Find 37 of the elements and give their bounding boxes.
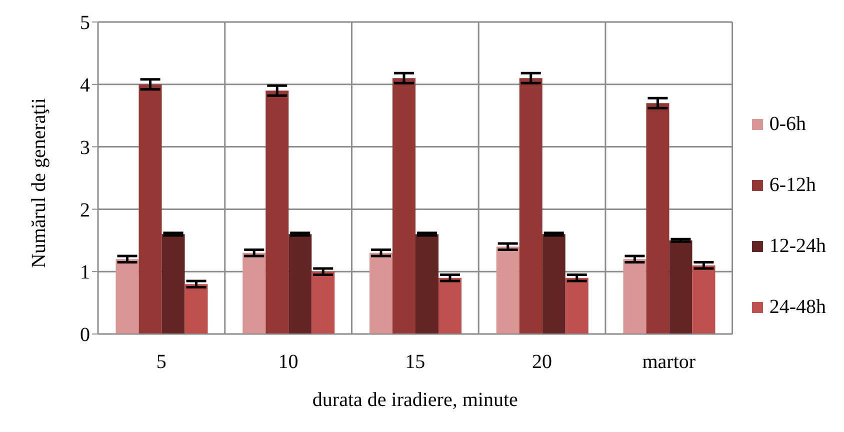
y-tick-label: 0 <box>80 324 90 346</box>
bar <box>312 272 335 334</box>
bar <box>392 78 416 334</box>
bar <box>646 103 670 334</box>
y-tick-label: 1 <box>80 262 90 284</box>
y-tick-label: 5 <box>80 12 90 34</box>
bar <box>565 278 588 334</box>
x-tick-label: 20 <box>532 351 552 374</box>
legend-label: 24-48h <box>769 296 826 319</box>
bar <box>519 78 542 334</box>
bar <box>288 234 312 334</box>
legend-label: 6-12h <box>769 174 816 197</box>
bar <box>415 234 438 334</box>
bar <box>496 246 520 334</box>
x-axis-title: durata de iradiere, minute <box>312 389 518 411</box>
bar <box>242 252 266 334</box>
bar <box>669 240 692 334</box>
bar <box>542 234 566 334</box>
bar <box>623 259 646 334</box>
bar <box>116 259 139 334</box>
y-tick-label: 2 <box>80 199 90 222</box>
bar <box>438 278 462 334</box>
bar <box>138 84 162 334</box>
y-axis-title: Numărul de generaţii <box>28 98 50 268</box>
bar <box>369 252 392 334</box>
bar <box>266 90 289 334</box>
legend-label: 0-6h <box>769 113 806 136</box>
x-tick-label: 5 <box>156 351 166 374</box>
x-tick-label: 15 <box>405 351 426 374</box>
x-tick-label: 10 <box>278 351 298 374</box>
bar <box>184 284 208 334</box>
y-tick-label: 4 <box>80 74 90 96</box>
y-tick-label: 3 <box>80 136 90 159</box>
bar <box>692 265 716 334</box>
bar <box>162 234 185 334</box>
x-tick-label: martor <box>642 351 696 374</box>
legend-label: 12-24h <box>769 235 826 258</box>
